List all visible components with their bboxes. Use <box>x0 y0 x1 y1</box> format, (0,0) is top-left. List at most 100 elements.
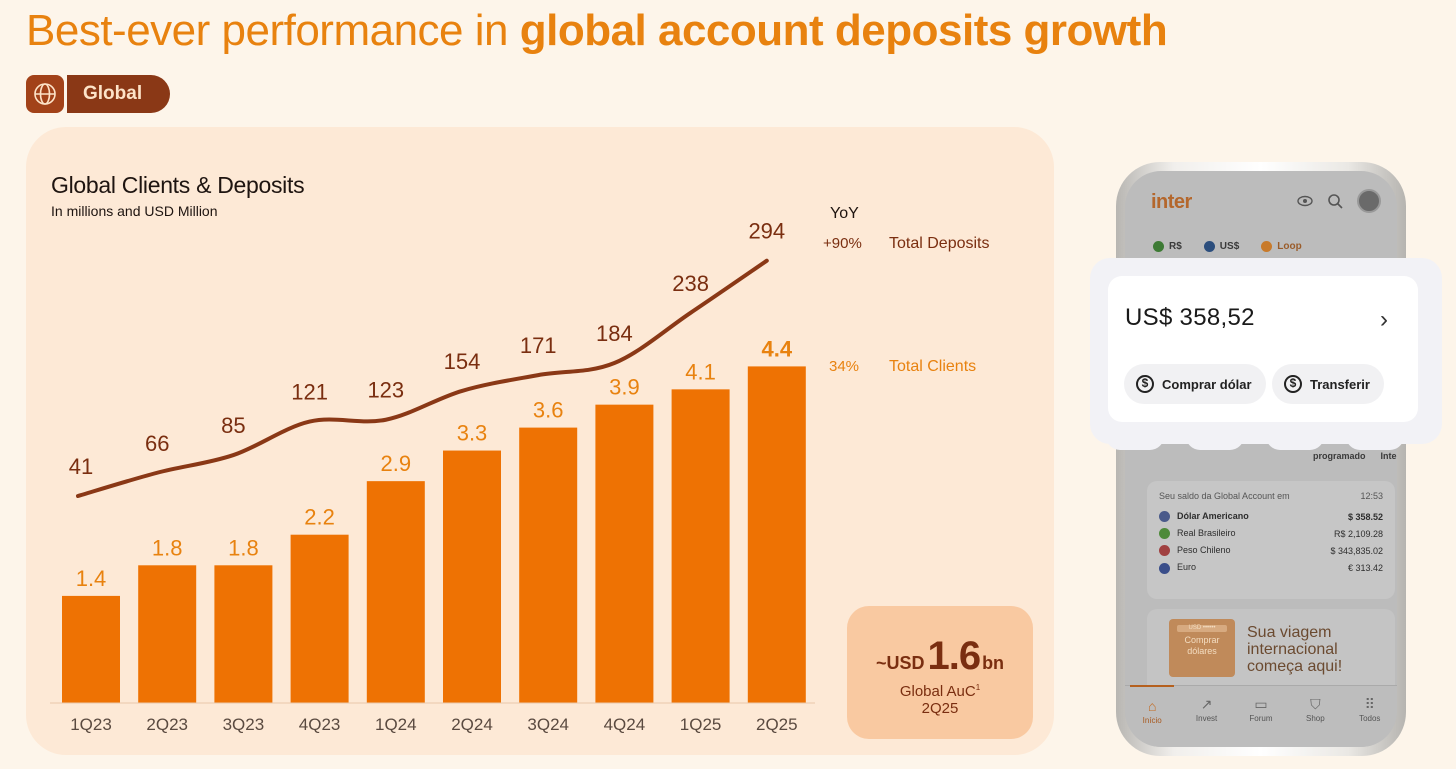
page-title: Best-ever performance in global account … <box>26 6 1168 56</box>
overlay-tab-shape <box>1266 436 1324 450</box>
inter-logo: inter <box>1151 191 1192 213</box>
clients-deposits-chart: 1.4 41 1Q23 1.8 66 2Q23 1.8 85 3Q23 2.2 121 4Q23 2.9… <box>50 205 990 734</box>
chart-subtitle: In millions and USD Million <box>51 203 218 219</box>
yoy-header: YoY <box>830 205 859 222</box>
line-label-1Q23: 41 <box>69 454 93 479</box>
bar-1Q23 <box>62 595 120 703</box>
account-name: Euro <box>1177 562 1197 573</box>
nav-item-forum[interactable]: ▭ Forum <box>1237 696 1285 747</box>
overlay-tab-shape <box>1186 436 1244 450</box>
account-value: € 313.42 <box>1347 562 1383 573</box>
search-icon[interactable] <box>1327 193 1343 209</box>
bar-label-2Q24: 3.3 <box>457 421 488 446</box>
currency-tab-us[interactable]: US$ <box>1203 241 1239 252</box>
account-row[interactable]: Peso Chileno $ 343,835.02 <box>1159 545 1383 557</box>
nav-item-invest[interactable]: ↗ Invest <box>1183 696 1231 747</box>
currency-tab-label: Loop <box>1277 241 1302 253</box>
currency-tab-label: R$ <box>1169 241 1182 253</box>
chevron-right-icon[interactable]: › <box>1380 306 1388 333</box>
account-row[interactable]: Real Brasileiro R$ 2,109.28 <box>1159 528 1383 540</box>
bottom-nav: ⌂ Início ↗ Invest ▭ Forum ⛉ Shop ⠿ Todos <box>1125 685 1397 747</box>
x-tick-1Q25: 1Q25 <box>680 715 722 734</box>
dollar-plus-icon: $ <box>1136 375 1154 393</box>
avatar[interactable] <box>1357 189 1381 213</box>
clients-legend: Total Clients <box>889 358 976 375</box>
region-tag-label: Global <box>65 75 171 113</box>
travel-banner[interactable]: USD •••••• Comprar dólares Sua viagem in… <box>1147 609 1395 697</box>
flag-icon <box>1159 545 1170 557</box>
currency-tab-loop[interactable]: Loop <box>1261 241 1302 253</box>
deposits-yoy: +90% <box>823 235 862 252</box>
banner-text-line1: Sua viagem <box>1247 624 1332 641</box>
bar-label-1Q24: 2.9 <box>381 451 412 476</box>
cart-icon: ⛉ <box>1310 696 1321 712</box>
account-row[interactable]: Dólar Americano $ 358.52 <box>1159 511 1383 523</box>
nav-label: Invest <box>1195 714 1218 723</box>
bar-1Q25 <box>671 389 730 703</box>
transfer-button[interactable]: $ Transferir <box>1272 364 1384 404</box>
account-value: R$ 2,109.28 <box>1333 528 1383 539</box>
phone-mockup: inter R$ US$ Loop programado Inter Seu sal… <box>1116 162 1406 756</box>
global-account-card[interactable]: Seu saldo da Global Account em 12:53 Dóla… <box>1147 481 1395 599</box>
trend-icon: ↗ <box>1200 696 1213 712</box>
flag-icon <box>1159 562 1170 574</box>
nav-item-incio[interactable]: ⌂ Início <box>1128 696 1176 747</box>
account-name: Real Brasileiro <box>1177 528 1236 539</box>
currency-flag-icon <box>1261 241 1273 252</box>
buy-dollar-button[interactable]: $ Comprar dólar <box>1124 364 1266 404</box>
nav-label: Forum <box>1249 714 1273 723</box>
buy-dollar-label: Comprar dólar <box>1162 376 1252 392</box>
x-tick-2Q23: 2Q23 <box>146 715 188 734</box>
x-tick-3Q23: 3Q23 <box>223 715 265 734</box>
eye-icon[interactable] <box>1297 193 1313 209</box>
chart-title: Global Clients & Deposits <box>51 172 305 198</box>
transfer-label: Transferir <box>1310 376 1370 392</box>
currency-tab-r[interactable]: R$ <box>1153 241 1182 252</box>
usd-tag: USD •••••• <box>1177 625 1227 633</box>
line-label-3Q23: 85 <box>221 413 245 438</box>
bar-label-4Q23: 2.2 <box>304 505 335 530</box>
bar-2Q23 <box>138 565 197 703</box>
auc-label: Global AuC <box>899 683 976 700</box>
nav-item-shop[interactable]: ⛉ Shop <box>1291 696 1339 747</box>
card-time: 12:53 <box>1360 491 1383 501</box>
bar-4Q23 <box>290 534 349 703</box>
line-label-2Q24: 154 <box>444 349 481 374</box>
deposits-line <box>76 258 769 498</box>
line-label-2Q23: 66 <box>145 431 169 456</box>
line-label-2Q25: 294 <box>748 219 785 244</box>
auc-period: 2Q25 <box>921 700 959 717</box>
banner-text-line3: começa aqui! <box>1247 657 1343 675</box>
x-tick-1Q24: 1Q24 <box>375 715 417 734</box>
home-icon: ⌂ <box>1147 698 1157 714</box>
auc-box: ~USD 1.6 bn Global AuC1 2Q25 <box>847 606 1033 739</box>
account-value: $ 358.52 <box>1347 511 1383 522</box>
region-tag: Global <box>26 75 171 113</box>
title-bold: global account deposits growth <box>519 6 1168 55</box>
auc-value: 1.6 <box>927 634 981 678</box>
chat-icon: ▭ <box>1254 696 1268 712</box>
account-row[interactable]: Euro € 313.42 <box>1159 562 1383 574</box>
transfer-icon: $ <box>1284 375 1302 393</box>
nav-label: Todos <box>1359 714 1381 723</box>
clients-yoy: 34% <box>829 358 859 375</box>
bar-label-2Q25: 4.4 <box>762 336 793 361</box>
bar-2Q24 <box>443 450 501 703</box>
bar-label-2Q23: 1.8 <box>152 535 183 560</box>
currency-flag-icon <box>1153 241 1164 252</box>
bar-label-1Q23: 1.4 <box>76 566 107 591</box>
bar-label-1Q25: 4.1 <box>685 359 716 384</box>
grid-icon: ⠿ <box>1364 696 1375 712</box>
bar-label-3Q23: 1.8 <box>228 535 259 560</box>
banner-text-line2: internacional <box>1247 640 1338 658</box>
bar-label-4Q24: 3.9 <box>609 375 640 400</box>
bar-3Q23 <box>214 565 273 703</box>
globe-icon <box>26 75 64 113</box>
title-regular: Best-ever performance in <box>26 6 520 55</box>
bar-label-3Q24: 3.6 <box>533 398 564 423</box>
line-label-3Q24: 171 <box>520 333 557 358</box>
x-tick-1Q23: 1Q23 <box>70 715 112 734</box>
bar-1Q24 <box>366 481 425 703</box>
nav-item-todos[interactable]: ⠿ Todos <box>1346 696 1394 747</box>
usd-balance: US$ 358,52 <box>1125 304 1255 331</box>
